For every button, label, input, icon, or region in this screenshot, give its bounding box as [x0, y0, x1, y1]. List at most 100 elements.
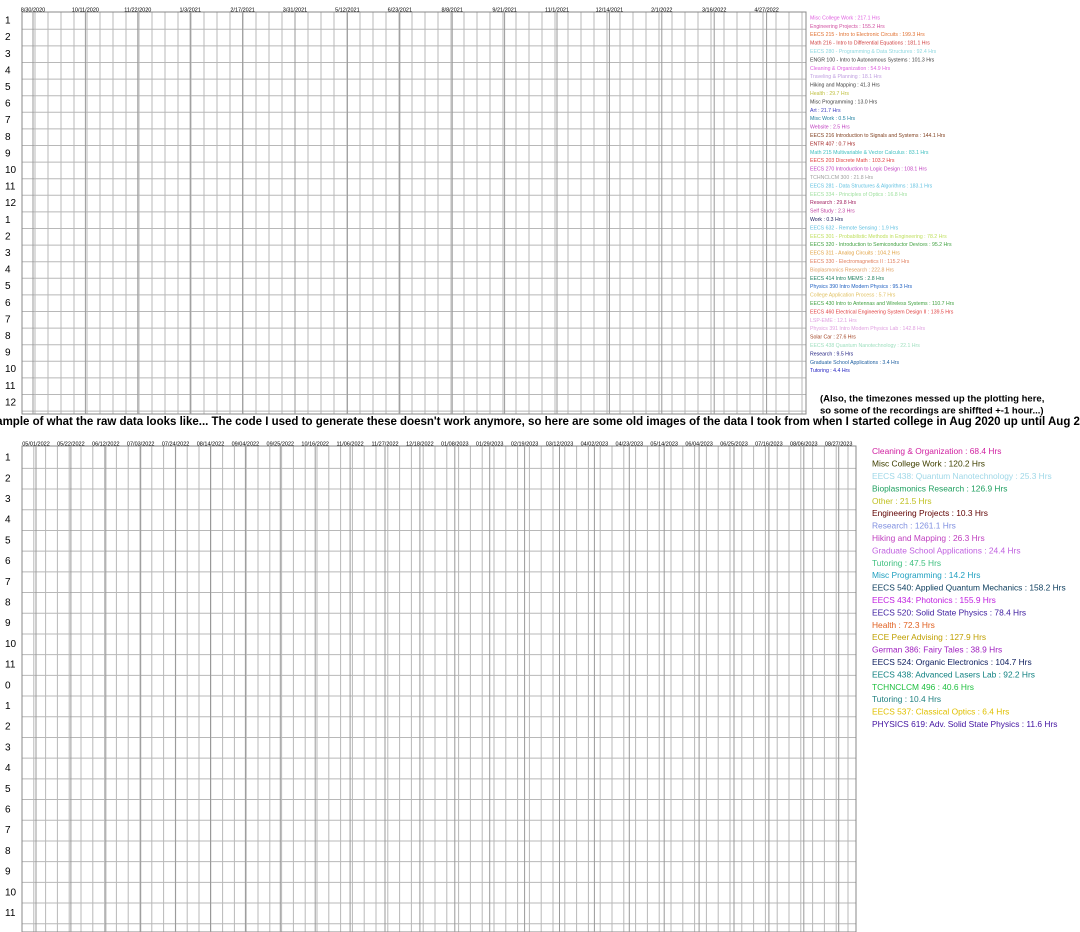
legend-entry: PHYSICS 619: Adv. Solid State Physics : …: [872, 719, 1057, 729]
legend-entry: Art : 21.7 Hrs: [810, 108, 841, 114]
legend-entry: Hiking and Mapping : 26.3 Hrs: [872, 533, 985, 543]
x-label: 12/14/2021: [596, 7, 624, 13]
y-label: 11: [5, 182, 16, 193]
y-label: 9: [5, 867, 11, 878]
y-label: 4: [5, 763, 11, 774]
legend-entry: EECS 270 Introduction to Logic Design : …: [810, 167, 927, 173]
legend-entry: Research : 9.5 Hrs: [810, 351, 854, 357]
x-label: 12/18/2022: [406, 441, 434, 447]
x-label: 07/24/2022: [162, 441, 190, 447]
legend-entry: EECS 215 - Intro to Electronic Circuits …: [810, 32, 925, 38]
x-label: 08/06/2023: [790, 441, 818, 447]
y-label: 11: [5, 660, 16, 671]
caption: An example of what the raw data looks li…: [0, 416, 1080, 428]
legend-entry: Bioplasmonics Research : 126.9 Hrs: [872, 483, 1007, 493]
legend-entry: Math 215 Multivariable & Vector Calculus…: [810, 150, 929, 156]
legend-entry: Work : 0.3 Hrs: [810, 217, 843, 223]
y-label: 1: [5, 453, 11, 464]
legend-entry: Physics 390 Intro Modern Physics : 95.3 …: [810, 284, 912, 290]
x-label: 4/27/2022: [754, 7, 778, 13]
legend-entry: EECS 537: Classical Optics : 6.4 Hrs: [872, 707, 1009, 717]
y-label: 2: [5, 722, 11, 733]
y-label: 9: [5, 618, 11, 629]
x-label: 06/12/2022: [92, 441, 120, 447]
y-label: 4: [5, 515, 11, 526]
legend-entry: Math 216 - Intro to Differential Equatio…: [810, 41, 930, 47]
legend-entry: EECS 430 Intro to Antennas and Wireless …: [810, 301, 954, 307]
legend-entry: Self Study : 2.3 Hrs: [810, 209, 855, 215]
legend-entry: EECS 520: Solid State Physics : 78.4 Hrs: [872, 607, 1026, 617]
legend-entry: EECS 632 - Remote Sensing : 1.9 Hrs: [810, 225, 899, 231]
legend-entry: Website : 2.5 Hrs: [810, 125, 850, 131]
y-label: 5: [5, 82, 11, 93]
legend-entry: Tutoring : 10.4 Hrs: [872, 694, 941, 704]
x-label: 3/16/2022: [702, 7, 726, 13]
x-label: 3/31/2021: [283, 7, 307, 13]
x-label: 05/01/2022: [22, 441, 50, 447]
y-label: 5: [5, 281, 11, 292]
legend-entry: ENTR 407 : 0.7 Hrs: [810, 141, 856, 147]
x-label: 06/04/2023: [685, 441, 713, 447]
y-label: 12: [5, 397, 17, 408]
y-label: 3: [5, 248, 11, 259]
legend-entry: Misc Work : 0.5 Hrs: [810, 116, 856, 122]
x-label: 11/27/2022: [371, 441, 398, 447]
legend-entry: Misc Programming : 14.2 Hrs: [872, 570, 980, 580]
legend-entry: Health : 72.3 Hrs: [872, 620, 935, 630]
y-label: 8: [5, 598, 11, 609]
y-label: 5: [5, 535, 11, 546]
y-label: 7: [5, 115, 11, 126]
x-label: 2/1/2022: [651, 7, 672, 13]
x-label: 09/25/2022: [267, 441, 295, 447]
legend-entry: EECS 334 - Principles of Optics : 16.8 H…: [810, 192, 908, 198]
y-label: 8: [5, 132, 11, 143]
y-label: 2: [5, 473, 11, 484]
legend-entry: LSP-EME : 12.1 Hrs: [810, 318, 857, 324]
y-label: 2: [5, 32, 11, 43]
legend-entry: ECE Peer Advising : 127.9 Hrs: [872, 632, 986, 642]
x-label: 2/17/2021: [230, 7, 254, 13]
legend-entry: College Application Process : 5.7 Hrs: [810, 293, 896, 299]
y-label: 2: [5, 231, 11, 242]
y-label: 9: [5, 348, 11, 359]
legend-entry: Health : 29.7 Hrs: [810, 91, 849, 97]
x-label: 01/08/2023: [441, 441, 469, 447]
legend-entry: EECS 438: Advanced Lasers Lab : 92.2 Hrs: [872, 669, 1035, 679]
legend-entry: Cleaning & Organization : 54.9 Hrs: [810, 66, 891, 72]
legend-entry: German 386: Fairy Tales : 38.9 Hrs: [872, 645, 1002, 655]
y-label: 4: [5, 265, 11, 276]
x-label: 9/21/2021: [492, 7, 516, 13]
y-label: 12: [5, 198, 17, 209]
x-label: 01/29/2023: [476, 441, 504, 447]
y-label: 1: [5, 701, 11, 712]
y-label: 3: [5, 49, 11, 60]
x-label: 07/16/2023: [755, 441, 783, 447]
x-label: 6/23/2021: [388, 7, 412, 13]
legend-entry: Graduate School Applications : 24.4 Hrs: [872, 545, 1021, 555]
legend-entry: TCHNCLCM 496 : 40.6 Hrs: [872, 682, 974, 692]
y-label: 3: [5, 494, 11, 505]
y-label: 3: [5, 742, 11, 753]
legend-entry: EECS 414 Intro MEMS : 2.8 Hrs: [810, 276, 884, 282]
legend-entry: TCHNCLCM 300 : 21.8 Hrs: [810, 175, 874, 181]
legend-entry: Engineering Projects : 155.2 Hrs: [810, 24, 885, 30]
x-label: 8/8/2021: [441, 7, 462, 13]
legend-entry: EECS 438 Quantum Nanotechnology : 22.1 H…: [810, 343, 920, 349]
legend-entry: Tutoring : 47.5 Hrs: [872, 558, 941, 568]
y-label: 1: [5, 16, 11, 27]
y-label: 6: [5, 805, 11, 816]
legend-entry: Graduate School Applications : 3.4 Hrs: [810, 360, 900, 366]
legend-entry: Cleaning & Organization : 68.4 Hrs: [872, 446, 1001, 456]
legend-entry: Misc Programming : 13.0 Hrs: [810, 99, 878, 105]
legend-entry: Research : 29.8 Hrs: [810, 200, 857, 206]
y-label: 10: [5, 639, 17, 650]
legend-entry: EECS 434: Photonics : 155.9 Hrs: [872, 595, 996, 605]
x-label: 08/14/2022: [197, 441, 225, 447]
legend-entry: Engineering Projects : 10.3 Hrs: [872, 508, 988, 518]
y-label: 1: [5, 215, 11, 226]
legend-entry: EECS 540: Applied Quantum Mechanics : 15…: [872, 583, 1066, 593]
legend-entry: EECS 524: Organic Electronics : 104.7 Hr…: [872, 657, 1032, 667]
legend-entry: EECS 438: Quantum Nanotechnology : 25.3 …: [872, 471, 1052, 481]
legend-entry: EECS 203 Discrete Math : 103.2 Hrs: [810, 158, 895, 164]
